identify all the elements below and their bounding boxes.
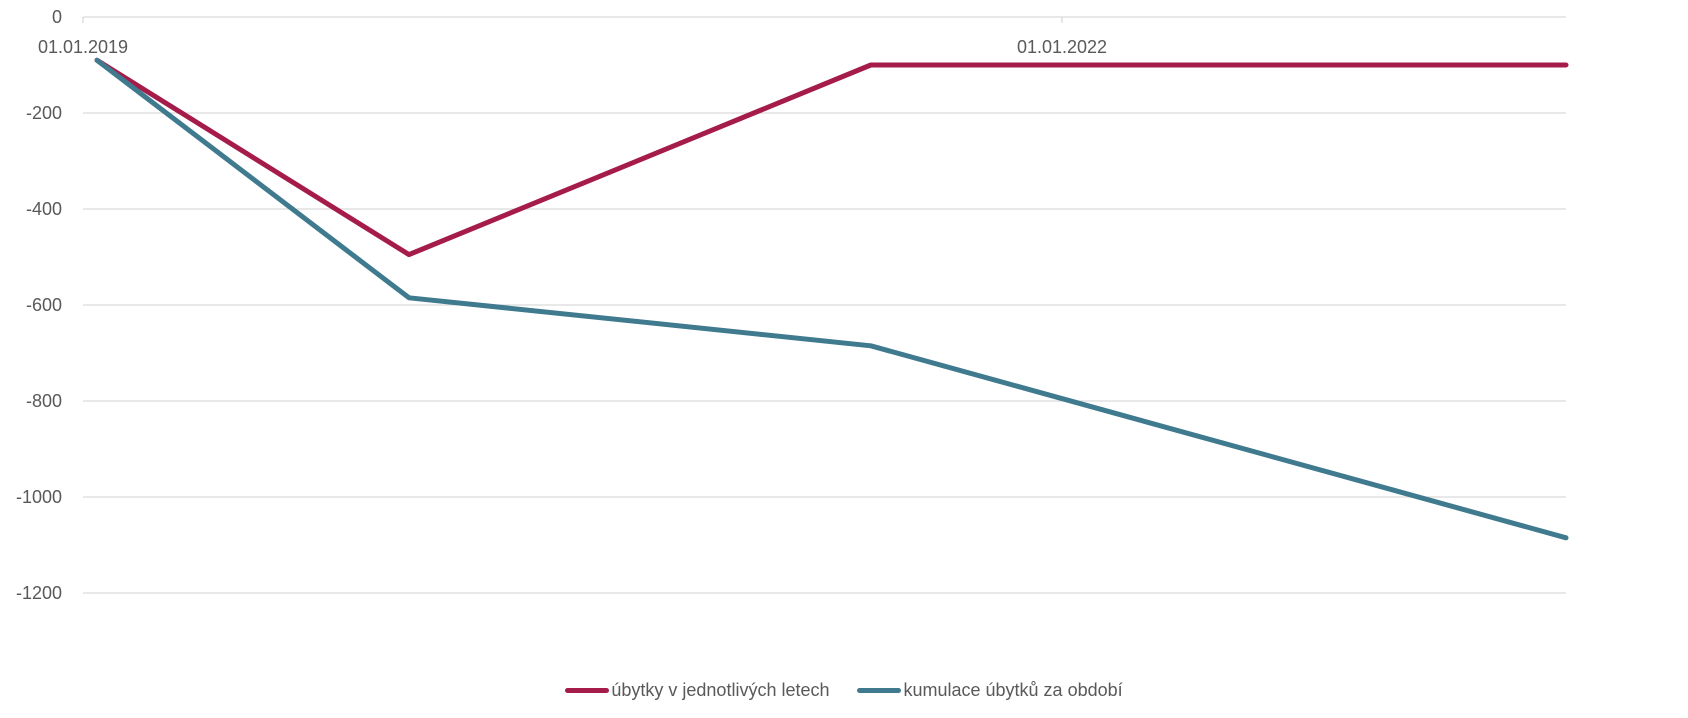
- x-tick-label: 01.01.2019: [38, 37, 128, 57]
- legend-item-series-1[interactable]: kumulace úbytků za období: [857, 679, 1123, 701]
- y-tick-label: -200: [26, 103, 62, 123]
- y-tick-label: -600: [26, 295, 62, 315]
- legend-label-1: kumulace úbytků za období: [903, 679, 1123, 700]
- series-line-0: [94, 57, 1569, 258]
- line-chart: 0-200-400-600-800-1000-1200 01.01.2019 01…: [16, 7, 1569, 603]
- y-tick-label: -400: [26, 199, 62, 219]
- legend-swatch-1: [857, 687, 902, 693]
- legend: úbytky v jednotlivých letech kumulace úb…: [0, 670, 1688, 710]
- x-axis: 01.01.2019 01.01.2022: [38, 16, 1566, 57]
- legend-item-series-0[interactable]: úbytky v jednotlivých letech: [565, 680, 829, 701]
- series-lines: [94, 57, 1569, 541]
- y-tick-label: -1000: [16, 487, 62, 507]
- series-line-1: [94, 57, 1569, 541]
- legend-swatch-0: [565, 687, 610, 693]
- y-tick-label: 0: [52, 7, 62, 27]
- legend-label-0: úbytky v jednotlivých letech: [611, 679, 830, 700]
- x-tick-label: 01.01.2022: [1017, 37, 1107, 57]
- y-tick-label: -1200: [16, 583, 62, 603]
- gridlines: [83, 112, 1566, 594]
- y-axis-ticks: 0 -200 -400 -600 -800 -1000 -1200: [16, 7, 62, 603]
- y-tick-label: -800: [26, 391, 62, 411]
